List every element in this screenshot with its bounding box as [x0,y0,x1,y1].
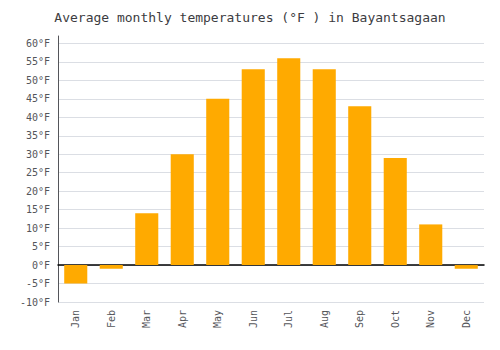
svg-text:Aug: Aug [319,310,330,328]
svg-text:50°F: 50°F [26,75,50,86]
svg-text:60°F: 60°F [26,38,50,49]
svg-text:Average monthly temperatures (: Average monthly temperatures (°F ) in Ba… [54,10,445,25]
svg-text:Jul: Jul [283,310,294,328]
svg-text:Oct: Oct [390,310,401,328]
svg-text:Nov: Nov [425,310,436,328]
svg-text:Jan: Jan [70,310,81,328]
svg-text:20°F: 20°F [26,186,50,197]
svg-text:55°F: 55°F [26,56,50,67]
svg-text:Feb: Feb [106,310,117,328]
svg-text:30°F: 30°F [26,149,50,160]
svg-text:-5°F: -5°F [26,278,50,289]
svg-text:10°F: 10°F [26,223,50,234]
svg-text:0°F: 0°F [32,260,50,271]
svg-text:Mar: Mar [141,310,152,328]
svg-text:15°F: 15°F [26,204,50,215]
svg-text:35°F: 35°F [26,130,50,141]
svg-text:40°F: 40°F [26,112,50,123]
svg-text:Sep: Sep [354,310,365,328]
svg-text:45°F: 45°F [26,93,50,104]
svg-text:Apr: Apr [177,310,188,328]
svg-text:5°F: 5°F [32,241,50,252]
svg-text:25°F: 25°F [26,167,50,178]
svg-text:Dec: Dec [461,310,472,328]
svg-text:-10°F: -10°F [20,297,50,308]
svg-text:Jun: Jun [248,310,259,328]
svg-text:May: May [212,310,223,328]
